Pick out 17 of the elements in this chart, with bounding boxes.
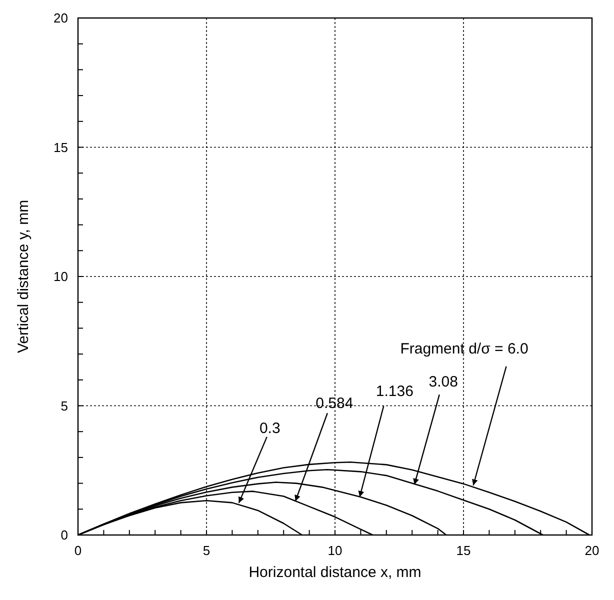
annotation: 1.136 [376, 383, 414, 400]
x-tick-label: 0 [74, 543, 82, 558]
annotation: 0.584 [316, 395, 354, 412]
x-tick-label: 20 [584, 543, 600, 558]
annotation: 0.3 [259, 420, 280, 437]
x-tick-label: 10 [328, 543, 342, 558]
y-tick-label: 10 [54, 269, 68, 284]
y-tick-label: 15 [54, 140, 68, 155]
x-tick-label: 15 [456, 543, 471, 558]
x-tick-label: 5 [202, 543, 210, 558]
y-tick-label: 20 [54, 10, 68, 26]
annotation: 3.08 [428, 374, 458, 391]
annotation: Fragment d/σ = 6.0 [400, 340, 528, 358]
x-axis-title: Horizontal distance x, mm [248, 564, 422, 581]
y-axis-title: Vertical distance y, mm [15, 200, 32, 354]
y-tick-label: 5 [60, 398, 68, 414]
y-tick-label: 0 [60, 528, 68, 542]
